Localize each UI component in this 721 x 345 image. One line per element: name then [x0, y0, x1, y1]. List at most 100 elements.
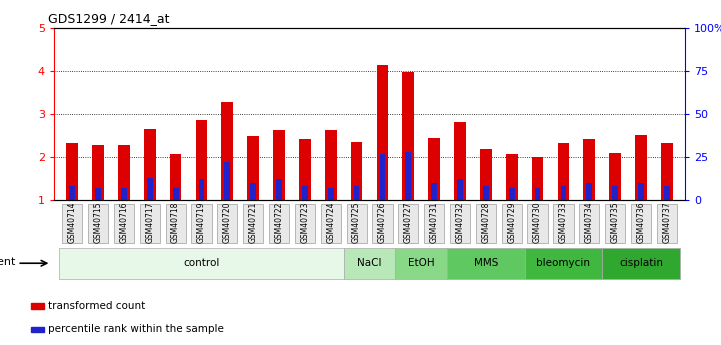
FancyBboxPatch shape [657, 204, 677, 243]
Bar [583, 139, 595, 200]
Bar [302, 186, 308, 200]
Text: percentile rank within the sample: percentile rank within the sample [48, 324, 224, 334]
FancyBboxPatch shape [166, 204, 186, 243]
FancyBboxPatch shape [344, 248, 395, 279]
Text: GSM40721: GSM40721 [249, 202, 257, 243]
FancyBboxPatch shape [295, 204, 315, 243]
FancyBboxPatch shape [88, 204, 108, 243]
Text: control: control [183, 258, 220, 268]
FancyBboxPatch shape [372, 204, 392, 243]
FancyBboxPatch shape [553, 204, 573, 243]
Text: GSM40736: GSM40736 [637, 201, 645, 243]
FancyBboxPatch shape [59, 248, 344, 279]
Text: GDS1299 / 2414_at: GDS1299 / 2414_at [48, 12, 169, 25]
Text: GSM40716: GSM40716 [120, 202, 128, 243]
FancyBboxPatch shape [476, 204, 496, 243]
Bar [32, 303, 44, 309]
Text: GSM40737: GSM40737 [663, 201, 671, 243]
FancyBboxPatch shape [450, 204, 470, 243]
Bar [586, 183, 592, 200]
Bar [250, 183, 256, 200]
FancyBboxPatch shape [62, 204, 82, 243]
Bar [483, 186, 489, 200]
FancyBboxPatch shape [605, 204, 625, 243]
Text: GSM40727: GSM40727 [404, 202, 413, 243]
Bar [224, 162, 230, 200]
Text: GSM40717: GSM40717 [145, 202, 154, 243]
FancyBboxPatch shape [347, 204, 367, 243]
Text: bleomycin: bleomycin [536, 258, 590, 268]
Text: GSM40719: GSM40719 [197, 202, 206, 243]
Bar [121, 188, 127, 200]
FancyBboxPatch shape [631, 204, 651, 243]
Bar [144, 129, 156, 200]
Bar [328, 188, 334, 200]
FancyBboxPatch shape [269, 204, 289, 243]
Text: GSM40728: GSM40728 [482, 202, 490, 243]
Text: GSM40732: GSM40732 [456, 202, 464, 243]
Bar [661, 143, 673, 200]
FancyBboxPatch shape [321, 204, 341, 243]
Bar [69, 186, 75, 200]
Bar [95, 188, 101, 200]
FancyBboxPatch shape [395, 248, 447, 279]
Bar [299, 139, 311, 200]
FancyBboxPatch shape [243, 204, 263, 243]
FancyBboxPatch shape [579, 204, 599, 243]
Bar [66, 143, 78, 200]
Bar [379, 154, 385, 200]
Text: MMS: MMS [474, 258, 498, 268]
Text: GSM40718: GSM40718 [171, 202, 180, 243]
Text: GSM40725: GSM40725 [352, 202, 361, 243]
Text: EtOH: EtOH [408, 258, 435, 268]
FancyBboxPatch shape [424, 204, 444, 243]
Text: GSM40715: GSM40715 [94, 202, 102, 243]
FancyBboxPatch shape [602, 248, 680, 279]
Text: cisplatin: cisplatin [619, 258, 663, 268]
Bar [405, 152, 411, 200]
Bar [32, 327, 44, 332]
Bar [351, 142, 363, 200]
Bar [454, 122, 466, 200]
FancyBboxPatch shape [398, 204, 418, 243]
Bar [557, 143, 570, 200]
Bar [198, 179, 204, 200]
Bar [325, 130, 337, 200]
Text: GSM40724: GSM40724 [326, 202, 335, 243]
Bar [509, 188, 515, 200]
Bar [147, 178, 153, 200]
Text: GSM40731: GSM40731 [430, 202, 438, 243]
Bar [612, 186, 618, 200]
Bar [532, 157, 544, 200]
Bar [276, 179, 282, 200]
FancyBboxPatch shape [114, 204, 134, 243]
Bar [92, 145, 104, 200]
Text: GSM40720: GSM40720 [223, 202, 232, 243]
FancyBboxPatch shape [528, 204, 548, 243]
Text: NaCl: NaCl [358, 258, 381, 268]
Text: GSM40735: GSM40735 [611, 201, 619, 243]
Bar [247, 136, 259, 200]
Bar [402, 72, 414, 200]
Bar [376, 65, 388, 200]
FancyBboxPatch shape [525, 248, 602, 279]
Bar [428, 138, 440, 200]
Bar [664, 186, 670, 200]
Bar [457, 179, 463, 200]
Bar [118, 145, 130, 200]
Bar [480, 149, 492, 200]
Text: GSM40723: GSM40723 [301, 202, 309, 243]
Text: transformed count: transformed count [48, 301, 145, 311]
Text: GSM40729: GSM40729 [507, 202, 516, 243]
Bar [635, 136, 647, 200]
FancyBboxPatch shape [191, 204, 211, 243]
FancyBboxPatch shape [140, 204, 160, 243]
FancyBboxPatch shape [217, 204, 237, 243]
Bar [638, 183, 644, 200]
Bar [173, 188, 179, 200]
Bar [535, 188, 541, 200]
Text: GSM40733: GSM40733 [559, 201, 568, 243]
Bar [560, 186, 566, 200]
Bar [221, 102, 233, 200]
Text: GSM40722: GSM40722 [275, 202, 283, 243]
